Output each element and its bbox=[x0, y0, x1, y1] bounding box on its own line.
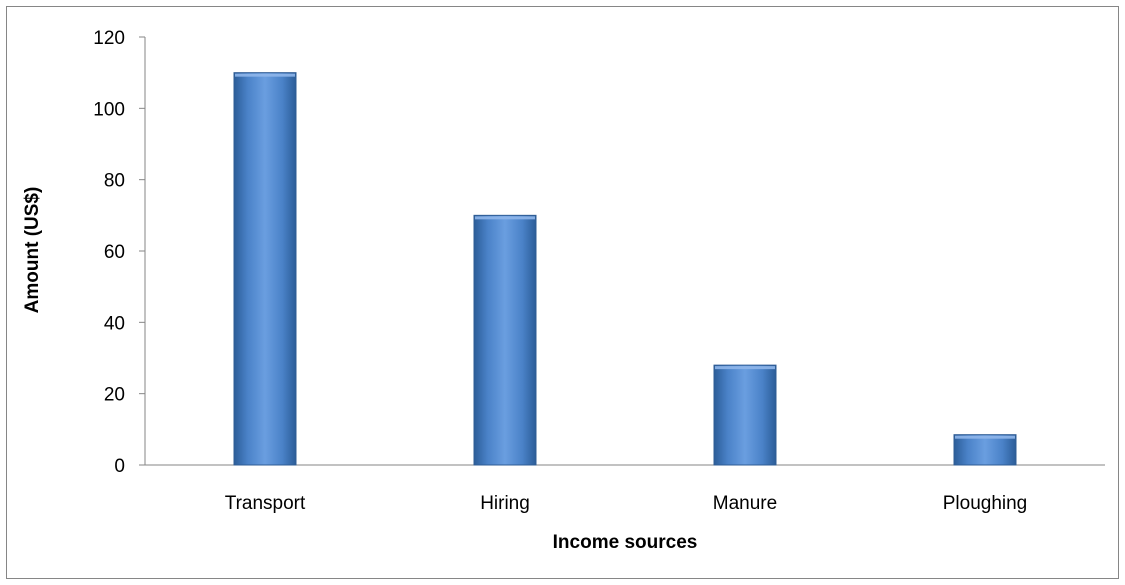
y-tick-label: 60 bbox=[104, 242, 125, 263]
bar-group bbox=[953, 434, 1017, 466]
bar bbox=[473, 214, 537, 466]
bar bbox=[233, 72, 297, 466]
y-axis-title: Amount (US$) bbox=[22, 187, 43, 314]
x-axis: Transport Hiring Manure Ploughing bbox=[145, 464, 1105, 514]
bar bbox=[953, 434, 1017, 466]
bar-highlight bbox=[235, 73, 295, 77]
x-axis-title: Income sources bbox=[553, 532, 698, 553]
bars bbox=[233, 72, 1017, 466]
y-tick-label: 80 bbox=[104, 171, 125, 192]
y-axis: 0 20 40 60 80 100 120 bbox=[93, 28, 146, 477]
bar-group bbox=[233, 72, 297, 466]
bar-highlight bbox=[475, 216, 535, 220]
y-tick-label: 100 bbox=[93, 99, 125, 120]
bar-group bbox=[473, 214, 537, 466]
x-tick-label: Hiring bbox=[480, 493, 530, 514]
bar bbox=[713, 364, 777, 466]
y-tick-label: 0 bbox=[114, 456, 125, 477]
x-tick-label: Manure bbox=[713, 493, 777, 514]
chart-frame bbox=[6, 6, 1119, 579]
y-tick-label: 20 bbox=[104, 385, 125, 406]
bar-highlight bbox=[715, 366, 775, 370]
x-tick-label: Ploughing bbox=[943, 493, 1028, 514]
y-tick-label: 40 bbox=[104, 313, 125, 334]
x-tick-label: Transport bbox=[225, 493, 306, 514]
bar-highlight bbox=[955, 435, 1015, 439]
y-tick-label: 120 bbox=[93, 28, 125, 49]
bar-group bbox=[713, 364, 777, 466]
